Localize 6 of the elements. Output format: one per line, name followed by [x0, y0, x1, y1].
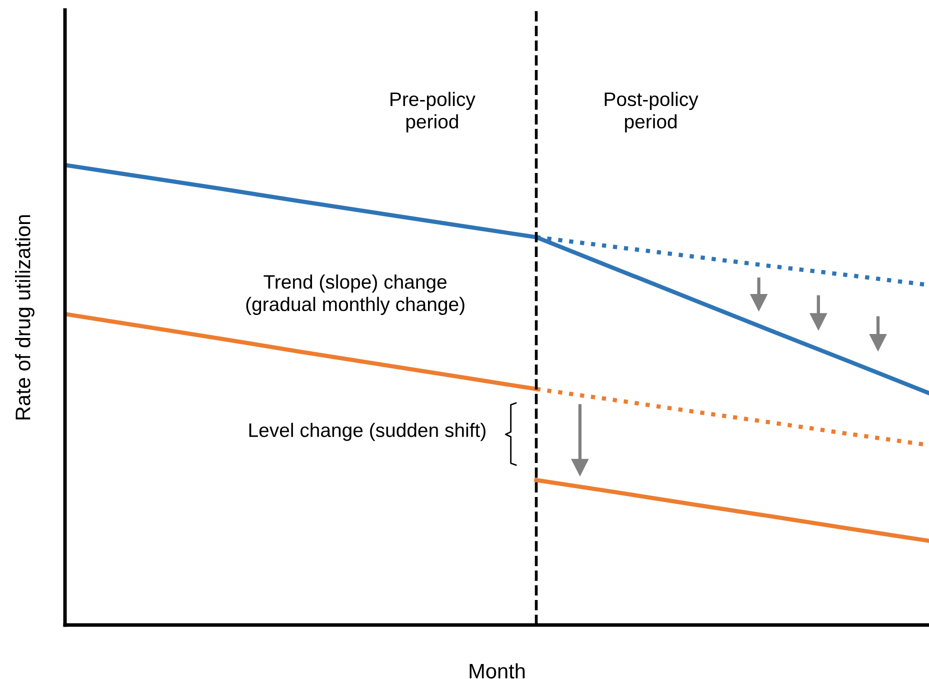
- text: Post-policy period: [604, 92, 698, 132]
- y-axis-title: Rate of drug utilization: [15, 215, 34, 420]
- text: Pre-policy period: [390, 92, 476, 132]
- annotation: Trend (slope) change (gradual monthly change): [246, 274, 464, 315]
- annotation: Level change (sudden shift): [249, 422, 486, 441]
- x-axis-title: Month: [470, 663, 525, 678]
